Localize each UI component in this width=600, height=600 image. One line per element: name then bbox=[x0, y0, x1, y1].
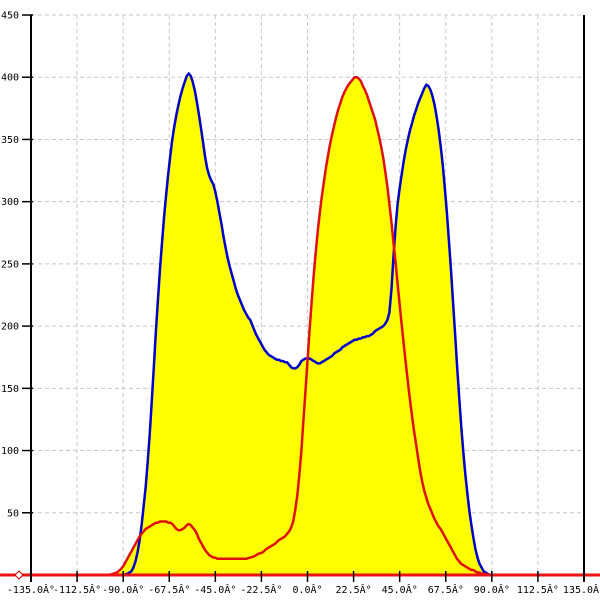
x-tick-label: -90.0Â° bbox=[102, 583, 144, 596]
x-tick-label: 45.0Â° bbox=[382, 583, 418, 596]
y-tick-label: 400 bbox=[1, 73, 19, 84]
x-tick-label: 67.5Â° bbox=[428, 583, 464, 596]
y-tick-label: 50 bbox=[7, 508, 19, 519]
x-tick-label: 90.0Â° bbox=[474, 583, 510, 596]
y-tick-label: 350 bbox=[1, 135, 19, 146]
y-tick-label: 150 bbox=[1, 384, 19, 395]
x-tick-label: -45.0Â° bbox=[194, 583, 236, 596]
y-tick-label: 300 bbox=[1, 197, 19, 208]
x-tick-label: -22.5Â° bbox=[240, 583, 282, 596]
y-tick-label: 100 bbox=[1, 446, 19, 457]
y-tick-label: 450 bbox=[1, 11, 19, 22]
x-tick-label: 22.5Â° bbox=[336, 583, 372, 596]
red-distribution-fill bbox=[31, 77, 584, 575]
red-distribution-line bbox=[29, 75, 586, 577]
origin-diamond-marker bbox=[14, 570, 24, 580]
x-tick-label: 0.0Â° bbox=[292, 583, 322, 596]
x-tick-label: -67.5Â° bbox=[148, 583, 190, 596]
x-tick-label: 112.5Â° bbox=[517, 583, 559, 596]
blue-distribution-fill bbox=[31, 73, 584, 575]
y-tick-label: 250 bbox=[1, 259, 19, 270]
x-tick-label: -112.5Â° bbox=[53, 583, 101, 596]
y-tick-label: 200 bbox=[1, 322, 19, 333]
x-tick-label: 135.0Â° bbox=[563, 583, 600, 596]
x-tick-label: -135.0Â° bbox=[7, 583, 55, 596]
